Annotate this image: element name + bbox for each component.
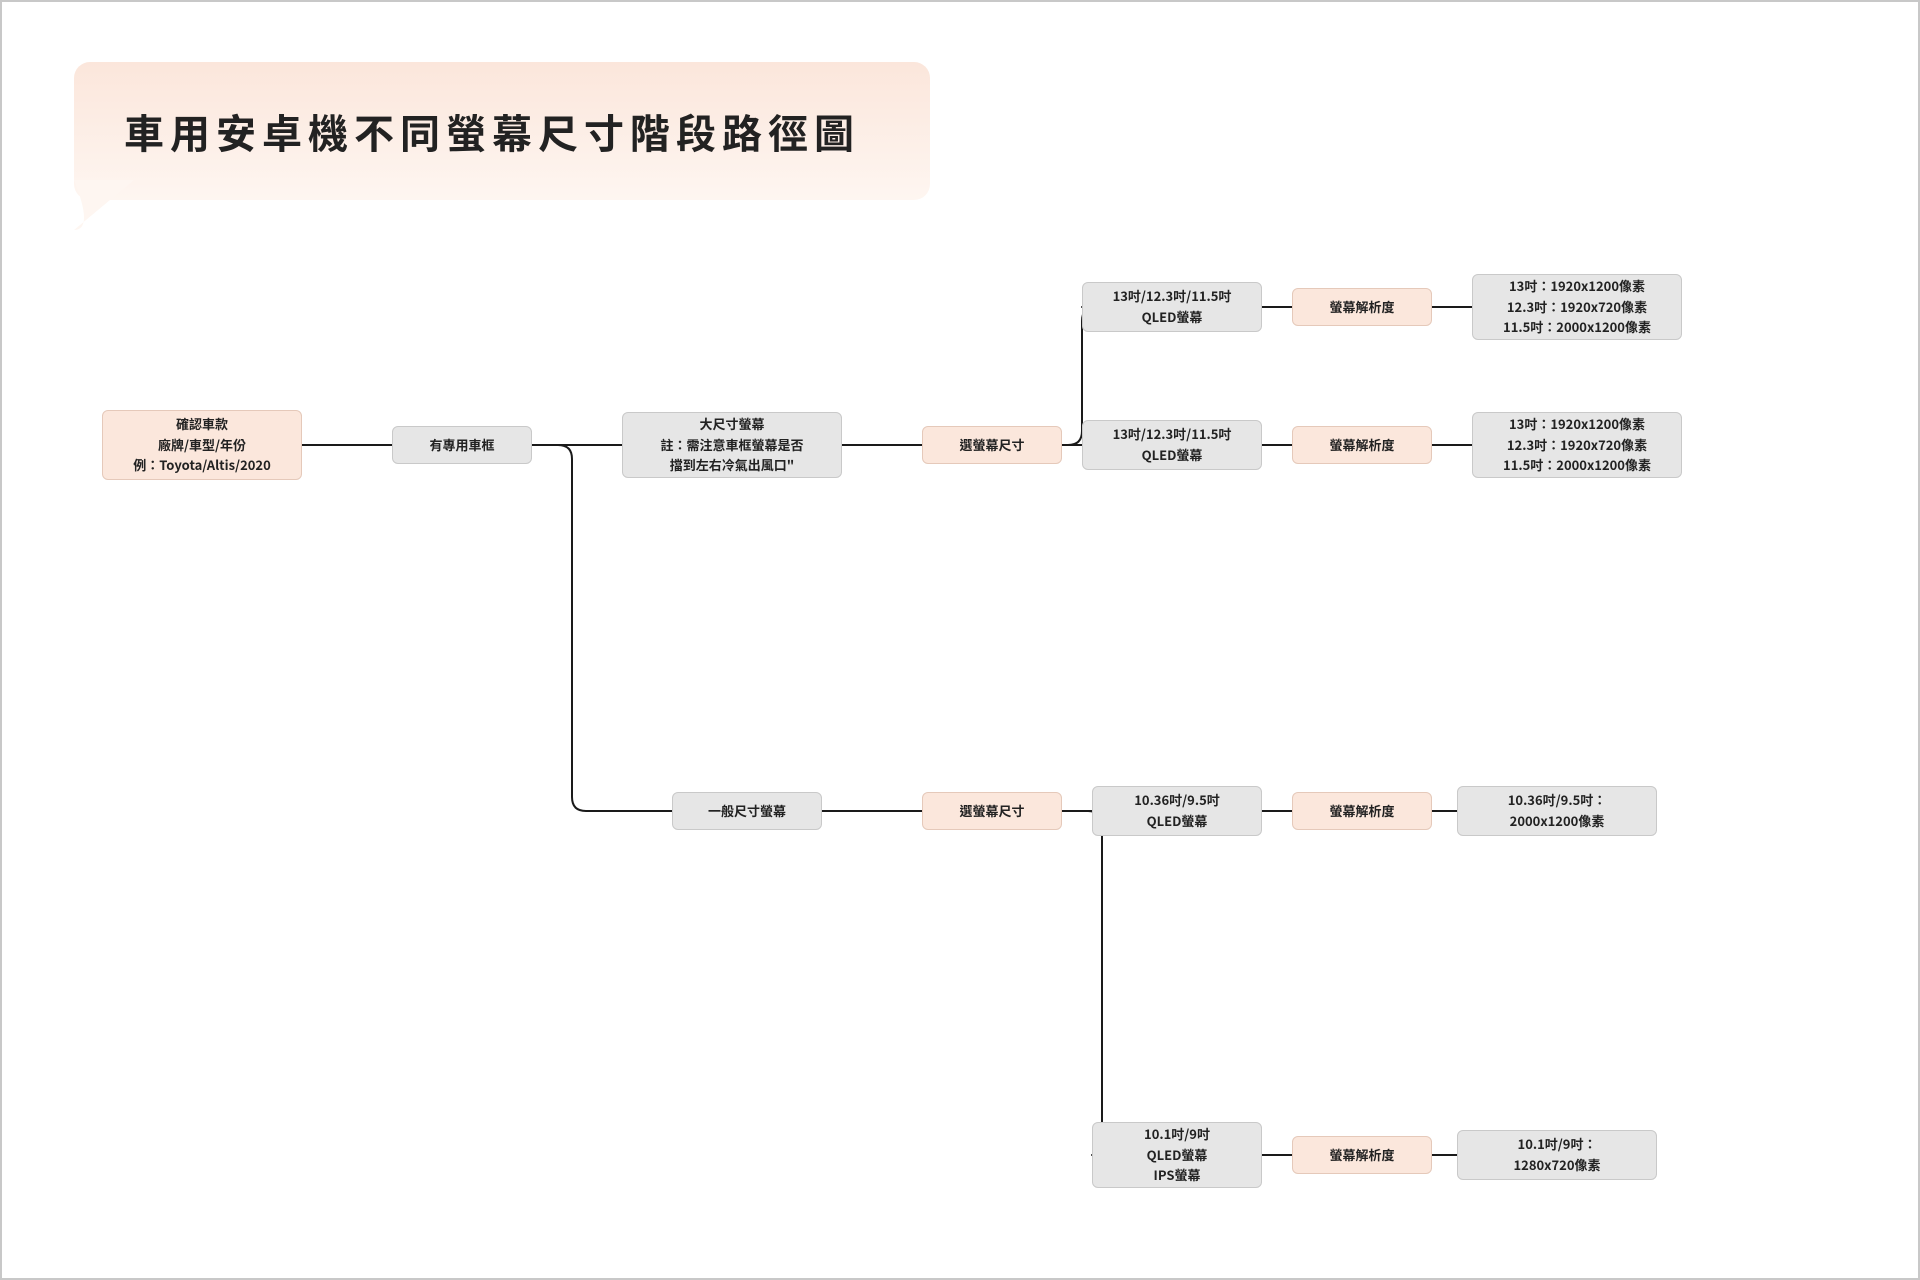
- node-n1: 確認車款 廠牌/車型/年份 例：Toyota/Altis/2020: [102, 410, 302, 480]
- node-n9: 螢幕解析度: [1292, 426, 1432, 464]
- node-n3: 大尺寸螢幕 註：需注意車框螢幕是否 擋到左右冷氣出風口": [622, 412, 842, 478]
- node-n12: 選螢幕尺寸: [922, 792, 1062, 830]
- node-n2: 有專用車框: [392, 426, 532, 464]
- node-n11: 一般尺寸螢幕: [672, 792, 822, 830]
- title-bubble-tail: [74, 180, 134, 230]
- node-n10: 13吋：1920x1200像素 12.3吋：1920x720像素 11.5吋：2…: [1472, 412, 1682, 478]
- title-bubble: 車用安卓機不同螢幕尺寸階段路徑圖: [74, 62, 930, 200]
- page-title: 車用安卓機不同螢幕尺寸階段路徑圖: [124, 102, 860, 160]
- node-n8: 13吋/12.3吋/11.5吋 QLED螢幕: [1082, 420, 1262, 470]
- node-n16: 10.1吋/9吋 QLED螢幕 IPS螢幕: [1092, 1122, 1262, 1188]
- node-n18: 10.1吋/9吋： 1280x720像素: [1457, 1130, 1657, 1180]
- node-n5: 13吋/12.3吋/11.5吋 QLED螢幕: [1082, 282, 1262, 332]
- node-n15: 10.36吋/9.5吋： 2000x1200像素: [1457, 786, 1657, 836]
- node-n4: 選螢幕尺寸: [922, 426, 1062, 464]
- node-n17: 螢幕解析度: [1292, 1136, 1432, 1174]
- node-n7: 13吋：1920x1200像素 12.3吋：1920x720像素 11.5吋：2…: [1472, 274, 1682, 340]
- node-n6: 螢幕解析度: [1292, 288, 1432, 326]
- node-n14: 螢幕解析度: [1292, 792, 1432, 830]
- node-n13: 10.36吋/9.5吋 QLED螢幕: [1092, 786, 1262, 836]
